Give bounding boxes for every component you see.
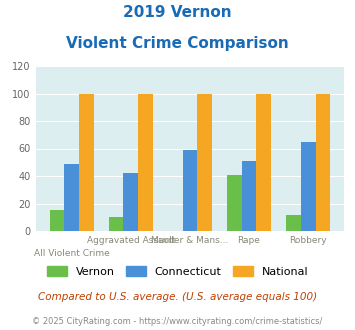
Bar bbox=[79, 93, 94, 231]
Bar bbox=[182, 150, 197, 231]
Bar bbox=[124, 173, 138, 231]
Bar bbox=[301, 142, 316, 231]
Bar bbox=[109, 217, 124, 231]
Text: 2019 Vernon: 2019 Vernon bbox=[123, 5, 232, 20]
Text: Aggravated Assault: Aggravated Assault bbox=[87, 236, 175, 245]
Bar bbox=[227, 175, 242, 231]
Text: Violent Crime Comparison: Violent Crime Comparison bbox=[66, 36, 289, 51]
Bar bbox=[197, 93, 212, 231]
Text: Robbery: Robbery bbox=[289, 236, 327, 245]
Bar bbox=[138, 93, 153, 231]
Bar bbox=[242, 161, 256, 231]
Text: Compared to U.S. average. (U.S. average equals 100): Compared to U.S. average. (U.S. average … bbox=[38, 292, 317, 302]
Text: Rape: Rape bbox=[237, 236, 261, 245]
Bar bbox=[50, 211, 64, 231]
Text: Murder & Mans...: Murder & Mans... bbox=[151, 236, 229, 245]
Bar bbox=[286, 214, 301, 231]
Bar bbox=[316, 93, 330, 231]
Bar bbox=[256, 93, 271, 231]
Text: All Violent Crime: All Violent Crime bbox=[34, 249, 110, 258]
Text: © 2025 CityRating.com - https://www.cityrating.com/crime-statistics/: © 2025 CityRating.com - https://www.city… bbox=[32, 317, 323, 326]
Legend: Vernon, Connecticut, National: Vernon, Connecticut, National bbox=[42, 261, 313, 281]
Bar bbox=[64, 164, 79, 231]
